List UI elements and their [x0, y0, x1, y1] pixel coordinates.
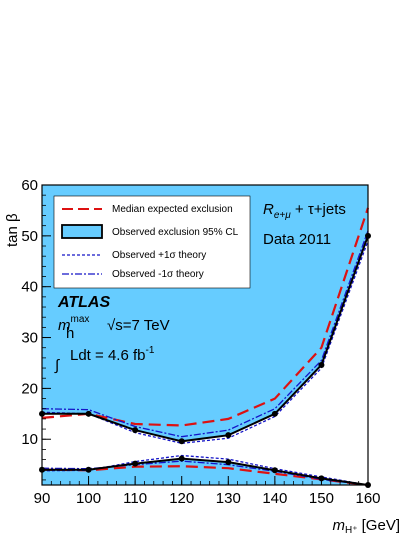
x-tick-label-110: 110: [123, 490, 147, 507]
observed-point-lower-110: [132, 460, 139, 467]
series-lines: [41, 207, 370, 487]
excluded-region-lower: [42, 458, 368, 485]
y-tick-label-10: 10: [21, 431, 38, 448]
channel-var: R: [263, 201, 274, 218]
x-axis: 90 100 110 120 130 140 150 160: [34, 476, 381, 507]
x-tick-label-90: 90: [34, 490, 51, 507]
y-tick-label-30: 30: [21, 330, 38, 347]
channel-label: Re+μ + τ+jets: [263, 201, 346, 221]
observed-point-upper-140: [271, 410, 278, 417]
y-tick-label-40: 40: [21, 279, 38, 296]
energy-label: √s=7 TeV: [107, 317, 170, 334]
observed-point-upper-150: [318, 362, 325, 368]
scenario-sub: h: [66, 325, 74, 342]
y-tick-label-20: 20: [21, 380, 38, 397]
x-axis-title-sub: H⁺: [345, 525, 358, 536]
legend-label-median: Median expected exclusion: [112, 204, 233, 215]
experiment-label: ATLAS: [57, 294, 110, 311]
x-axis-title-unit: [GeV]: [357, 517, 400, 534]
observed-point-upper-110: [132, 427, 139, 434]
x-tick-label-100: 100: [76, 490, 101, 507]
y-tick-label-60: 60: [21, 177, 38, 194]
observed-point-lower-100: [85, 466, 92, 473]
legend-box: [53, 195, 251, 289]
x-tick-label-130: 130: [216, 490, 241, 507]
observed-point-lower-130: [225, 459, 232, 466]
x-tick-label-150: 150: [309, 490, 334, 507]
legend-label-observed: Observed exclusion 95% CL: [112, 227, 239, 238]
observed-markers: [39, 232, 371, 488]
scenario-sup: max: [71, 314, 90, 325]
y-axis-title: tan β: [4, 213, 21, 247]
x-axis-title-var: m: [332, 517, 345, 534]
x-tick-label-160: 160: [355, 490, 380, 507]
plot-frame: [41, 184, 369, 486]
observed-point-upper-120: [178, 438, 185, 445]
dataset-label: Data 2011: [263, 231, 331, 248]
lumi-sup: -1: [145, 345, 154, 356]
series-line-1-upper: [42, 235, 369, 443]
scenario-var: m: [58, 317, 71, 334]
channel-rest: + τ+jets: [291, 201, 346, 218]
channel-sub: e+μ: [274, 210, 291, 221]
observed-point-lower-120: [178, 455, 185, 462]
observed-point-lower-140: [271, 467, 278, 474]
observed-point-upper-100: [85, 410, 92, 417]
legend-label-plus1sigma: Observed +1σ theory: [112, 250, 206, 261]
x-tick-label-120: 120: [169, 490, 194, 507]
lumi-integral-sign: ∫: [54, 357, 61, 374]
series-line-1-lower: [42, 457, 369, 486]
legend: Median expected exclusion Observed exclu…: [53, 195, 251, 289]
x-axis-title: mH⁺ [GeV]: [332, 517, 400, 536]
y-tick-label-50: 50: [21, 228, 38, 245]
lumi-label: Ldt = 4.6 fb-1: [70, 345, 155, 364]
series-line-3-upper: [41, 230, 369, 438]
observed-point-upper-130: [225, 432, 232, 439]
y-axis: 10 20 30 40 50 60: [21, 177, 51, 481]
legend-swatch-observed: [61, 224, 103, 239]
scenario-label: mmax: [58, 314, 89, 334]
x-tick-label-140: 140: [262, 490, 287, 507]
lumi-text: Ldt = 4.6 fb: [70, 347, 145, 364]
legend-label-minus1sigma: Observed -1σ theory: [112, 269, 204, 280]
